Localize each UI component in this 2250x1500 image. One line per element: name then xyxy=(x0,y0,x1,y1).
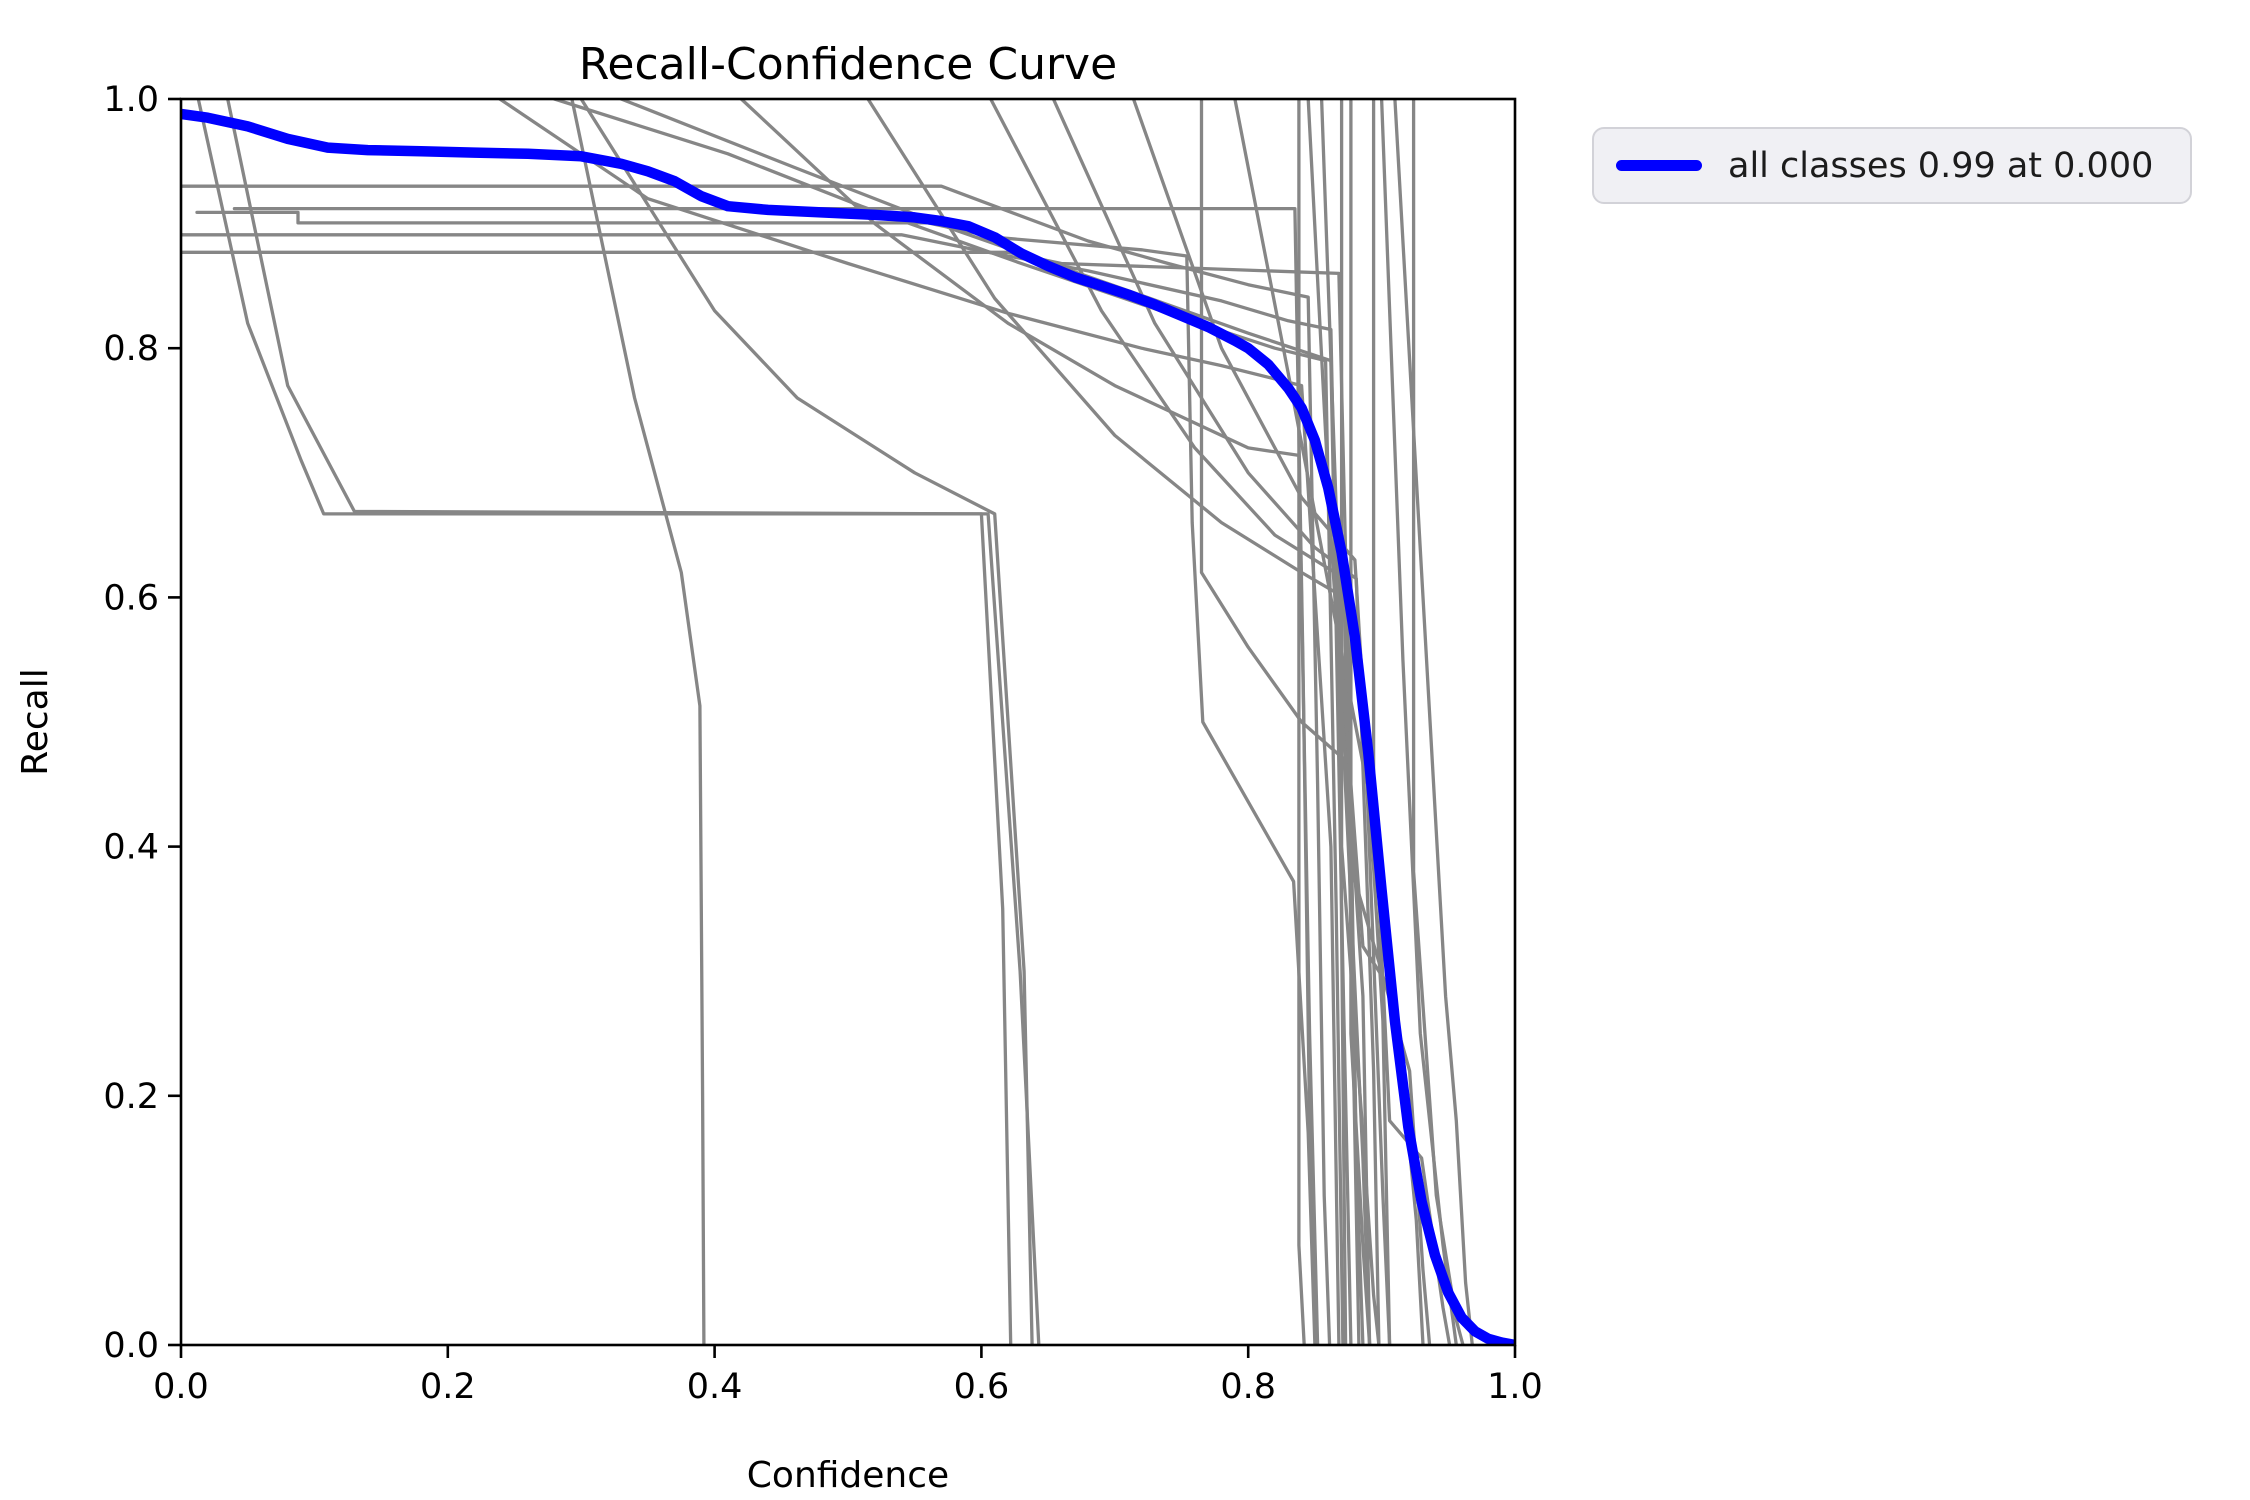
plot-area xyxy=(181,99,1515,1345)
x-tick-label: 0.2 xyxy=(420,1367,476,1407)
y-tick-label: 0.2 xyxy=(103,1077,159,1117)
y-tick-label: 0.4 xyxy=(103,828,159,868)
y-tick-label: 0.8 xyxy=(103,329,159,369)
class-recall-curve xyxy=(1319,99,1425,1345)
class-recall-curve xyxy=(1411,99,1465,1345)
class-recall-curve xyxy=(181,184,1332,1345)
all-classes-curve xyxy=(181,108,1515,1345)
x-tick-label: 1.0 xyxy=(1487,1367,1543,1407)
legend-label: all classes 0.99 at 0.000 xyxy=(1728,145,2154,186)
class-recall-curve xyxy=(498,99,1341,1345)
class-recall-curve xyxy=(1233,99,1392,1345)
legend: all classes 0.99 at 0.000 xyxy=(1592,127,2192,204)
class-recall-curve xyxy=(989,99,1372,1345)
class-recall-curve xyxy=(1393,99,1474,1345)
class-recall-curve xyxy=(579,99,1034,1345)
class-recall-curve xyxy=(195,210,1317,1345)
class-recall-curve xyxy=(1131,99,1392,1345)
y-tick-label: 0.6 xyxy=(103,578,159,618)
x-tick-label: 0.4 xyxy=(687,1367,743,1407)
class-recall-curve xyxy=(1297,99,1306,1345)
x-tick-label: 0.8 xyxy=(1220,1367,1276,1407)
x-tick-label: 0.6 xyxy=(954,1367,1010,1407)
class-recall-curve xyxy=(1051,99,1381,1345)
axes-border xyxy=(179,97,1517,1347)
y-tick-label: 0.0 xyxy=(103,1326,159,1366)
class-recall-curve xyxy=(570,99,706,1345)
x-axis-label: Confidence xyxy=(747,1455,949,1496)
y-axis-label: Recall xyxy=(15,668,56,775)
class-recall-curve xyxy=(226,99,1041,1345)
chart-title: Recall-Confidence Curve xyxy=(579,39,1117,90)
class-recall-curve xyxy=(196,99,1013,1345)
all-classes-line-swatch xyxy=(1616,160,1702,171)
class-recall-curve xyxy=(739,99,1320,1345)
class-recall-curve xyxy=(1349,99,1372,1345)
class-recall-curve xyxy=(1339,99,1381,1345)
y-tick-label: 1.0 xyxy=(103,80,159,120)
x-tick-label: 0.0 xyxy=(153,1367,209,1407)
class-recall-curve xyxy=(619,99,1353,1345)
